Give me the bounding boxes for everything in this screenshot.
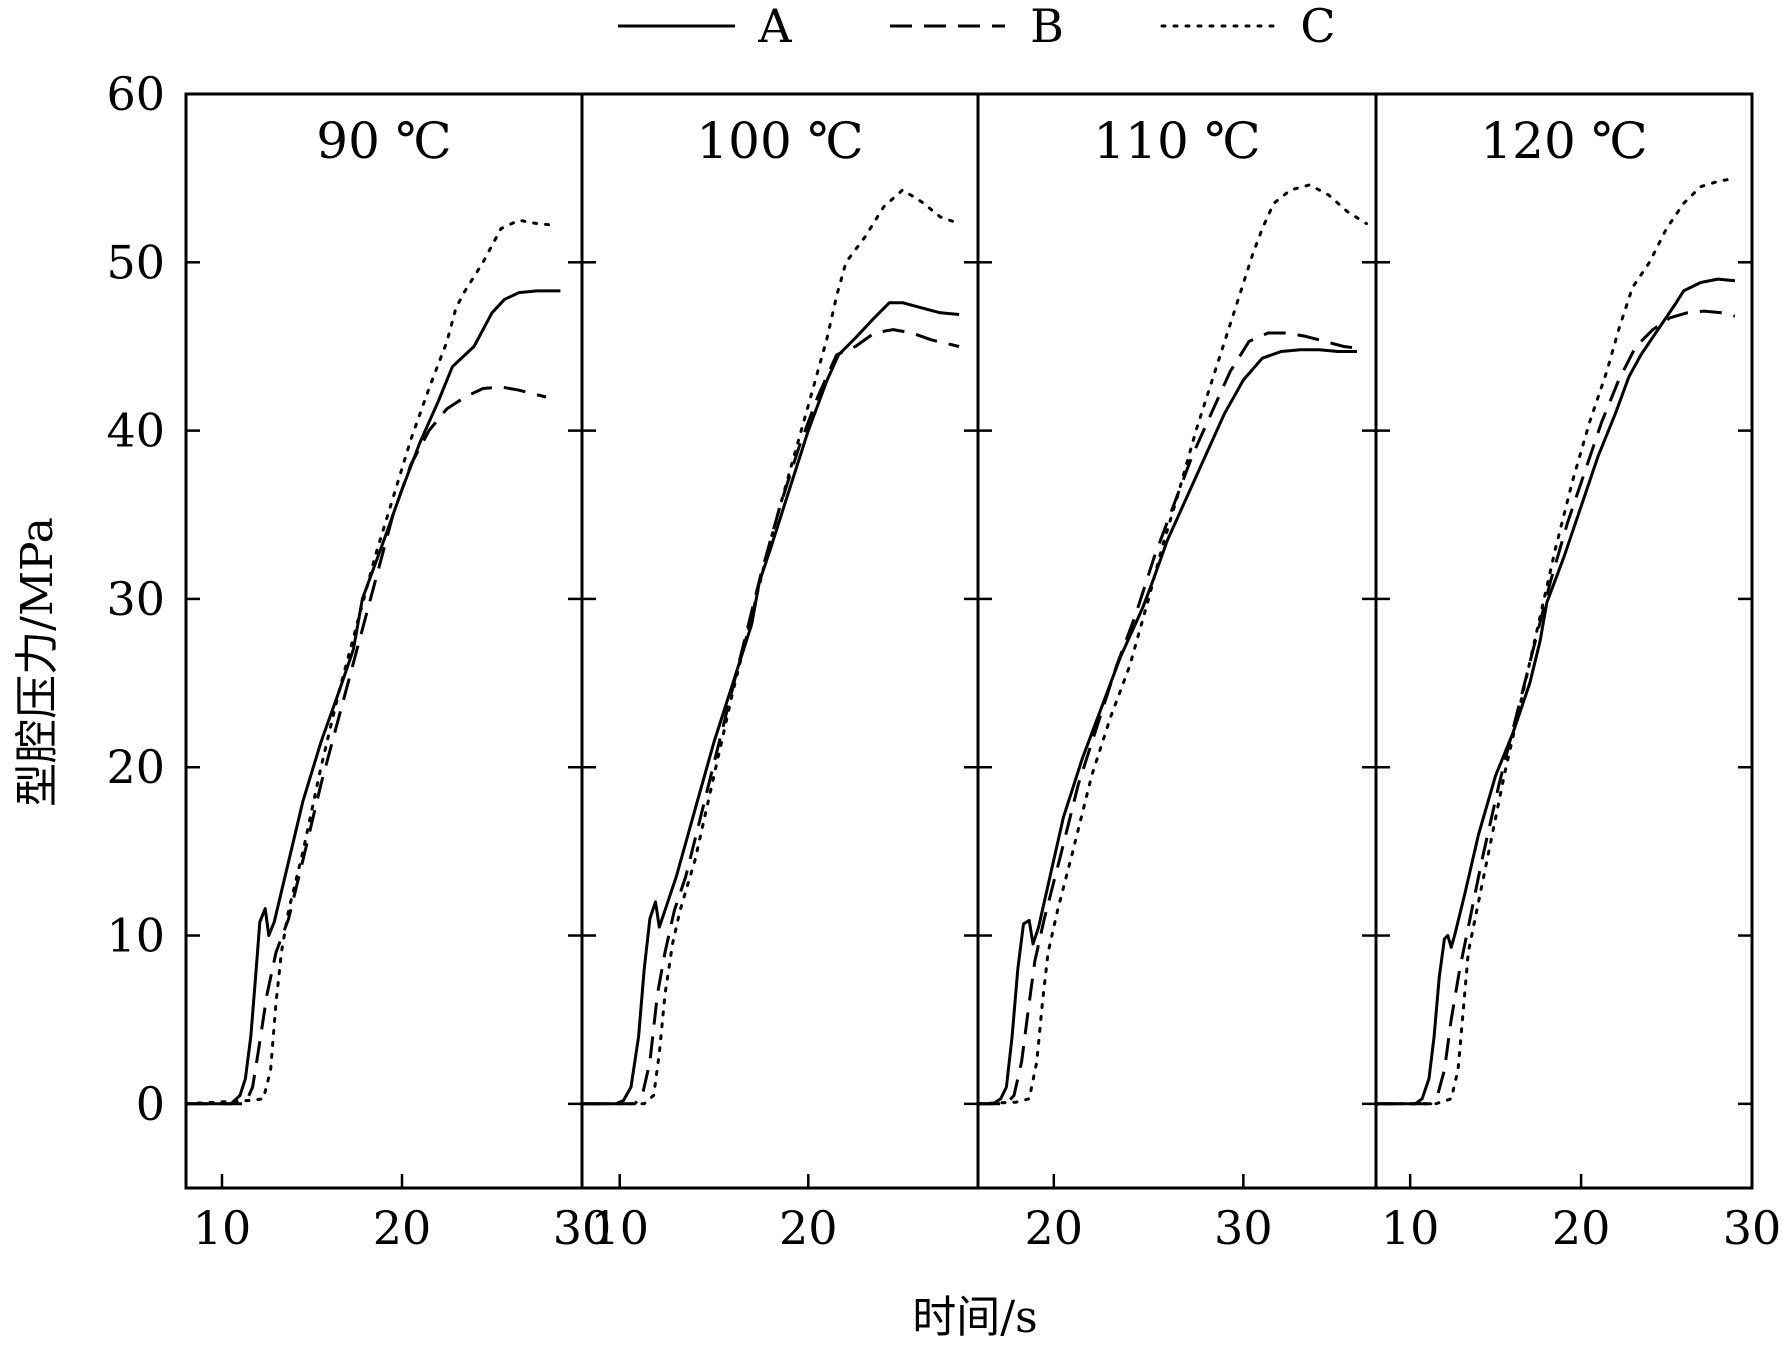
legend-label-b: B xyxy=(1030,0,1064,53)
series-line-b xyxy=(186,385,547,1106)
y-tick-label: 20 xyxy=(106,740,165,794)
series-line-c xyxy=(1374,176,1737,1106)
panel-1: 10 20 30 90 ℃ xyxy=(184,92,612,1255)
series-line-b xyxy=(582,328,960,1106)
y-tick-label: 60 xyxy=(106,67,165,121)
y-tick-label: 30 xyxy=(106,572,165,626)
panel-3: 20 30 110 ℃ xyxy=(976,92,1378,1255)
series-line-c xyxy=(184,218,557,1106)
series-line-a xyxy=(978,348,1357,1106)
y-tick-label: 10 xyxy=(106,909,165,963)
series-line-b xyxy=(1376,309,1736,1106)
x-tick-label: 30 xyxy=(1214,1201,1273,1255)
y-tick-label: 0 xyxy=(136,1077,165,1131)
legend: A B C xyxy=(618,0,1336,53)
series-line-b xyxy=(978,331,1358,1106)
x-tick-label: 30 xyxy=(553,1201,612,1255)
y-axis: 0 10 20 30 40 50 60 xyxy=(106,67,165,1131)
x-axis-label: 时间/s xyxy=(912,1292,1037,1343)
panel-frame xyxy=(1374,92,1754,1190)
panel-frame xyxy=(184,92,584,1190)
panel-title: 110 ℃ xyxy=(1093,112,1260,170)
x-tick-label: 20 xyxy=(779,1201,838,1255)
panel-frame xyxy=(580,92,980,1190)
panel-title: 120 ℃ xyxy=(1480,112,1647,170)
panel-frame xyxy=(976,92,1378,1190)
x-tick-label: 20 xyxy=(1025,1201,1084,1255)
x-tick-label: 20 xyxy=(373,1201,432,1255)
panel-4: 10 20 30 120 ℃ xyxy=(1374,92,1782,1255)
y-tick-label: 40 xyxy=(106,404,165,458)
series-line-c xyxy=(976,183,1368,1106)
legend-label-a: A xyxy=(757,0,792,53)
x-tick-label: 10 xyxy=(193,1201,252,1255)
panel-title: 90 ℃ xyxy=(316,112,451,170)
panel-title: 100 ℃ xyxy=(696,112,863,170)
y-axis-label: 型腔压力/MPa xyxy=(12,517,63,807)
x-tick-label: 30 xyxy=(1723,1201,1782,1255)
panels: 10 20 30 90 ℃ 10 20 100 ℃ 20 30 110 ℃ 10 20 30 120 ℃ xyxy=(184,92,1782,1255)
series-line-a xyxy=(186,289,561,1106)
x-tick-label: 20 xyxy=(1552,1201,1611,1255)
series-line-a xyxy=(1376,277,1736,1106)
x-tick-label: 10 xyxy=(1381,1201,1440,1255)
series-line-a xyxy=(582,301,960,1106)
legend-label-c: C xyxy=(1300,0,1335,53)
x-tick-label: 10 xyxy=(590,1201,649,1255)
series-line-c xyxy=(580,188,961,1106)
panel-2: 10 20 100 ℃ xyxy=(580,92,980,1255)
y-tick-label: 50 xyxy=(106,235,165,289)
